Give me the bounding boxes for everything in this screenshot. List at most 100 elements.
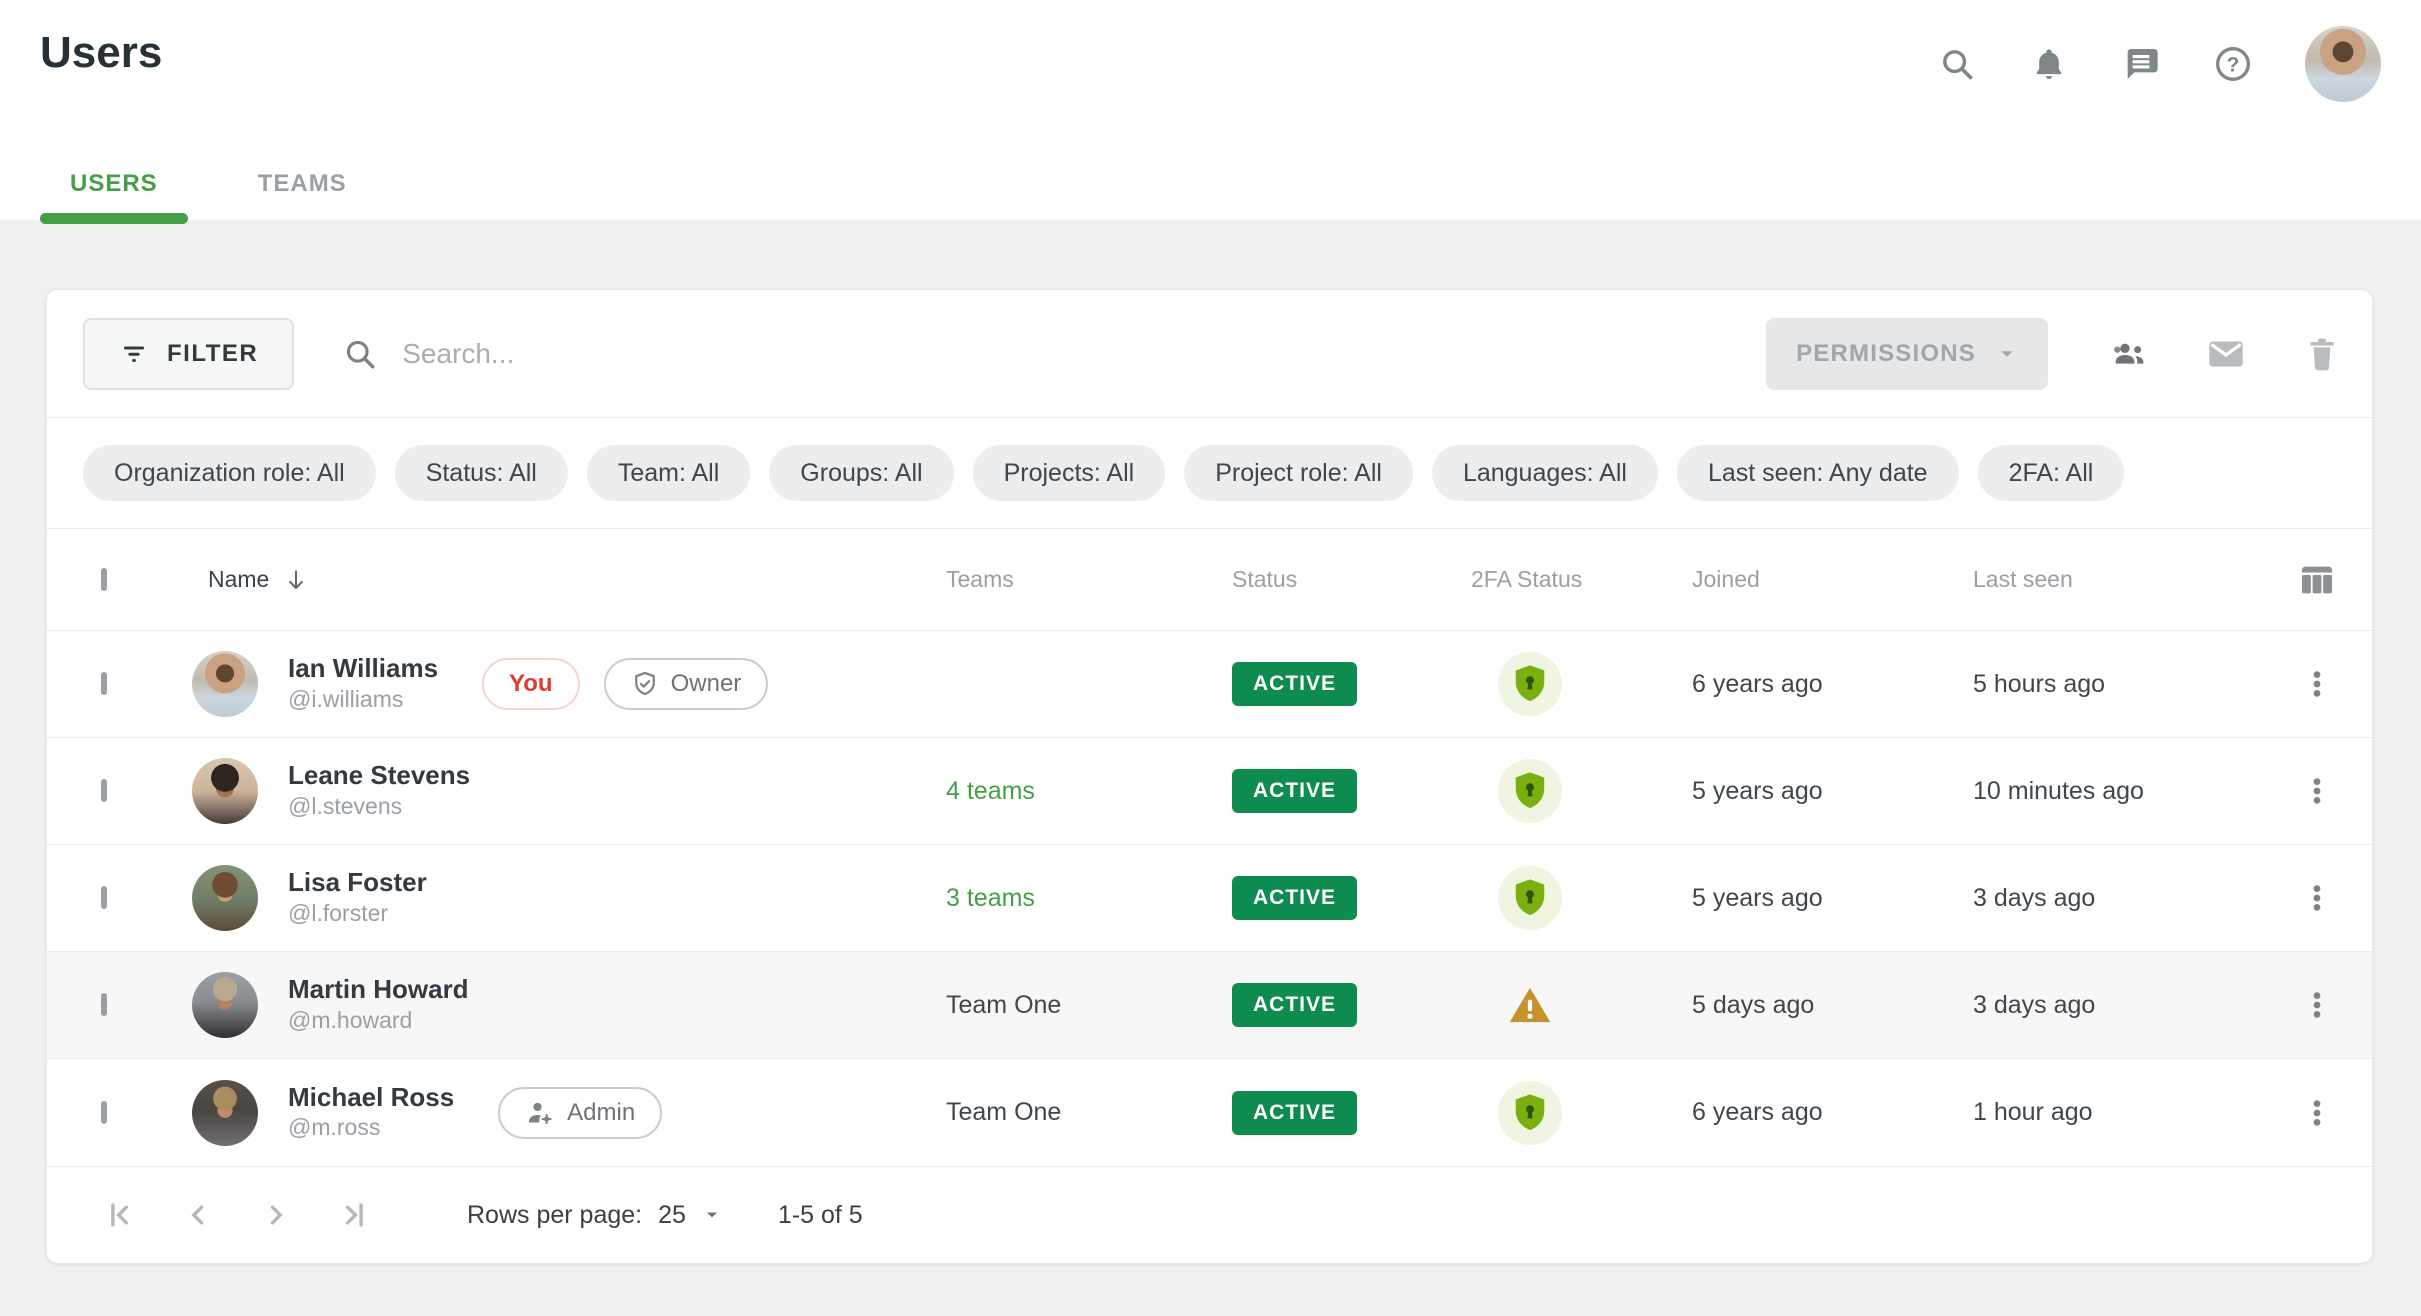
rows-per-page-label: Rows per page: [467,1200,643,1229]
twofa-cell [1471,759,1692,823]
filter-button-label: FILTER [167,339,259,367]
next-page-icon[interactable] [259,1198,293,1232]
header-actions: ? [1937,26,2381,102]
filter-chip[interactable]: Team: All [586,445,751,501]
column-settings-icon[interactable] [2262,560,2372,600]
search-input[interactable] [402,337,1003,370]
shield-lock-icon [1498,866,1562,930]
add-users-icon[interactable] [2110,334,2150,374]
user-name: Michael Ross [288,1081,455,1112]
joined-cell: 6 years ago [1692,669,1823,698]
teams-cell: Team One [946,1098,1062,1126]
badges: Admin [498,1086,663,1139]
filter-chip[interactable]: 2FA: All [1977,445,2125,501]
user-name: Martin Howard [288,974,469,1005]
column-header-status: Status [1232,566,1298,592]
admin-badge: Admin [498,1086,663,1139]
notifications-icon[interactable] [2029,44,2069,84]
table-row: Michael Ross @m.ross Admin Team One ACTI… [47,1059,2372,1166]
filter-chips: Organization role: All Status: All Team: A… [47,418,2372,529]
permissions-label: PERMISSIONS [1796,339,1976,367]
row-menu-icon[interactable] [2262,774,2372,808]
shield-lock-icon [1498,759,1562,823]
teams-cell: Team One [946,990,1062,1019]
permissions-dropdown[interactable]: PERMISSIONS [1766,317,2048,390]
user-name: Ian Williams [288,653,439,684]
name-cell: Ian Williams @i.williams You Owner [192,651,946,717]
row-menu-icon[interactable] [2262,1096,2372,1130]
filter-button[interactable]: FILTER [83,317,295,390]
tabs: USERS TEAMS [40,170,377,224]
name-cell: Leane Stevens @l.stevens [192,758,946,824]
filter-chip[interactable]: Languages: All [1431,445,1658,501]
messages-icon[interactable] [2121,44,2161,84]
teams-link[interactable]: 3 teams [946,883,1035,912]
row-checkbox[interactable] [101,779,107,802]
svg-text:?: ? [2227,53,2240,76]
filter-icon [119,339,149,369]
user-handle: @i.williams [288,685,404,712]
table-row: Leane Stevens @l.stevens 4 teams ACTIVE … [47,738,2372,845]
user-name: Lisa Foster [288,867,427,898]
chevron-down-icon [702,1205,722,1225]
shield-lock-icon [1498,652,1562,716]
filter-chip[interactable]: Groups: All [769,445,954,501]
select-all-checkbox[interactable] [101,567,107,591]
users-card: FILTER PERMISSIONS Organi [46,289,2373,1264]
toolbar-actions [2110,334,2342,374]
last-seen-cell: 3 days ago [1973,990,2096,1019]
search-icon[interactable] [1937,44,1977,84]
email-icon[interactable] [2206,334,2246,374]
name-cell: Michael Ross @m.ross Admin [192,1079,946,1146]
row-checkbox[interactable] [101,886,107,909]
tab-teams[interactable]: TEAMS [228,170,377,220]
filter-chip[interactable]: Project role: All [1184,445,1413,501]
rows-per-page-select[interactable]: 25 [658,1201,722,1230]
row-checkbox[interactable] [101,1100,107,1124]
you-badge: You [482,658,580,710]
delete-icon[interactable] [2302,334,2342,374]
name-cell: Martin Howard @m.howard [192,972,946,1038]
table-header: Name Teams Status 2FA Status Joined Last… [47,529,2372,631]
avatar [192,1079,258,1146]
user-avatar[interactable] [2305,26,2381,102]
status-badge: ACTIVE [1232,983,1358,1027]
table-row: Martin Howard @m.howard Team One ACTIVE … [47,952,2372,1059]
pagination: Rows per page: 25 1-5 of 5 [47,1166,2372,1263]
filter-chip[interactable]: Projects: All [972,445,1166,501]
first-page-icon[interactable] [103,1198,137,1232]
column-header-teams: Teams [946,566,1014,592]
rows-per-page: Rows per page: 25 [467,1201,722,1230]
avatar [192,865,258,931]
row-checkbox[interactable] [101,672,107,695]
warning-icon [1498,973,1562,1037]
row-menu-icon[interactable] [2262,988,2372,1022]
table-row: Ian Williams @i.williams You Owner ACTIVE… [47,631,2372,738]
column-header-name[interactable]: Name [192,566,946,593]
name-cell: Lisa Foster @l.forster [192,865,946,931]
status-badge: ACTIVE [1232,769,1358,813]
avatar [192,651,258,717]
searchbox [342,336,1766,372]
search-field-icon [342,336,378,372]
teams-link[interactable]: 4 teams [946,776,1035,805]
filter-chip[interactable]: Last seen: Any date [1676,445,1959,501]
tab-users[interactable]: USERS [40,170,188,224]
row-menu-icon[interactable] [2262,881,2372,915]
user-handle: @m.howard [288,1006,413,1033]
row-menu-icon[interactable] [2262,667,2372,701]
page-title: Users [40,28,163,77]
last-seen-cell: 1 hour ago [1973,1098,2093,1126]
last-page-icon[interactable] [337,1198,371,1232]
twofa-cell [1471,866,1692,930]
filter-chip[interactable]: Status: All [394,445,568,501]
status-badge: ACTIVE [1232,1090,1358,1135]
column-header-twofa: 2FA Status [1471,566,1583,592]
last-seen-cell: 5 hours ago [1973,669,2106,698]
row-checkbox[interactable] [101,993,107,1016]
help-icon[interactable]: ? [2213,44,2253,84]
pagination-range: 1-5 of 5 [777,1200,863,1229]
previous-page-icon[interactable] [181,1198,215,1232]
table-body: Ian Williams @i.williams You Owner ACTIVE… [47,631,2372,1166]
filter-chip[interactable]: Organization role: All [83,445,376,501]
